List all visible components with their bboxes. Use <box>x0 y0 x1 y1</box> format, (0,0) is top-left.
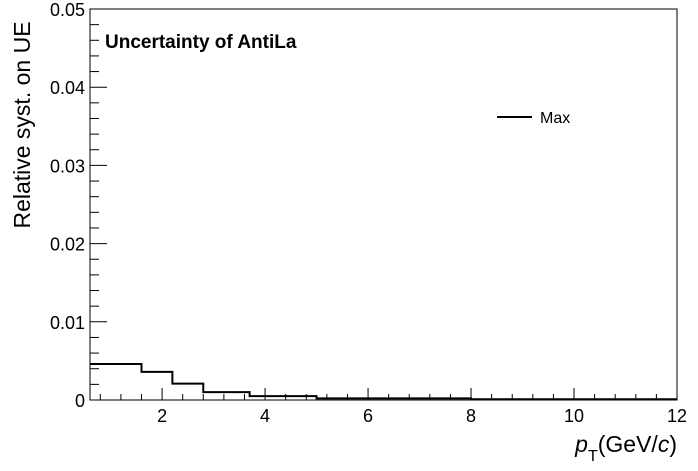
x-axis-label-unit-c: c <box>658 431 670 457</box>
x-axis-label-unit-pre: (GeV/ <box>598 431 659 457</box>
legend-label-max: Max <box>540 110 570 127</box>
y-tick-label: 0.01 <box>50 313 85 333</box>
x-tick-label: 4 <box>260 406 270 426</box>
x-axis-label-sub: T <box>588 448 598 465</box>
y-tick-label: 0.04 <box>50 78 85 98</box>
x-tick-label: 12 <box>667 406 687 426</box>
plot-frame <box>89 8 678 401</box>
x-tick-label: 8 <box>466 406 476 426</box>
x-axis-label: pT(GeV/c) <box>574 431 677 465</box>
y-tick-label: 0.03 <box>50 156 85 176</box>
x-tick-label: 2 <box>157 406 167 426</box>
x-tick-label: 6 <box>363 406 373 426</box>
series-line-max <box>90 363 677 401</box>
y-tick-label: 0.05 <box>50 0 85 20</box>
x-axis-label-unit-post: ) <box>669 431 677 457</box>
x-axis-label-p: p <box>574 431 588 457</box>
y-axis-label: Relative syst. on UE <box>9 21 35 228</box>
legend: Max <box>497 110 570 127</box>
y-tick-label: 0 <box>75 391 85 411</box>
x-tick-label: 10 <box>564 406 584 426</box>
y-tick-label: 0.02 <box>50 235 85 255</box>
chart-title: Uncertainty of AntiLa <box>105 32 297 53</box>
